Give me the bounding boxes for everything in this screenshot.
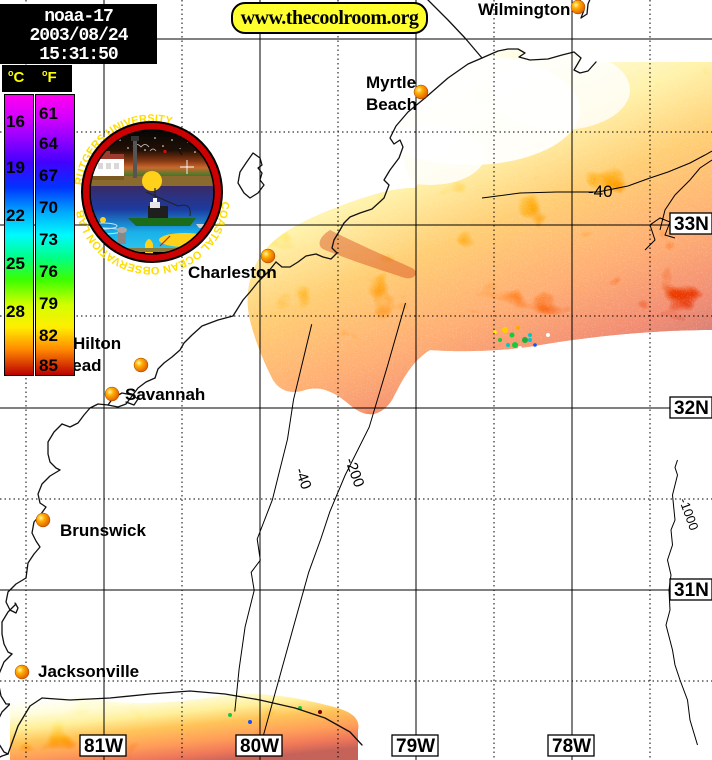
svg-text:Beach: Beach <box>366 95 417 114</box>
svg-text:Savannah: Savannah <box>125 385 205 404</box>
svg-text:80W: 80W <box>240 736 279 757</box>
svg-text:Myrtle: Myrtle <box>366 73 416 92</box>
svg-text:Jacksonville: Jacksonville <box>38 662 139 681</box>
svg-text:32N: 32N <box>674 398 709 419</box>
svg-text:81W: 81W <box>84 736 123 757</box>
svg-text:33N: 33N <box>674 214 709 235</box>
svg-text:Brunswick: Brunswick <box>60 521 147 540</box>
svg-text:79W: 79W <box>396 736 435 757</box>
svg-text:Charleston: Charleston <box>188 263 277 282</box>
svg-text:Hilton: Hilton <box>73 334 121 353</box>
svg-text:Wilmington: Wilmington <box>478 0 570 19</box>
svg-text:78W: 78W <box>552 736 591 757</box>
svg-text:31N: 31N <box>674 580 709 601</box>
